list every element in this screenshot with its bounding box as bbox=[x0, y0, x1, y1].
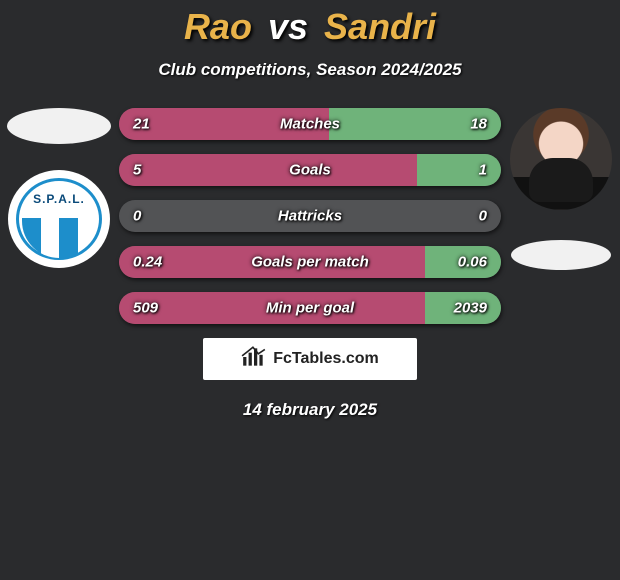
club-badge-text: S.P.A.L. bbox=[8, 192, 110, 206]
branding-box: FcTables.com bbox=[203, 338, 417, 380]
stat-label: Hattricks bbox=[119, 208, 501, 225]
stat-row: 5092039Min per goal bbox=[119, 292, 501, 324]
stat-label: Goals per match bbox=[119, 254, 501, 271]
stat-row: 51Goals bbox=[119, 154, 501, 186]
page-subtitle: Club competitions, Season 2024/2025 bbox=[0, 60, 620, 80]
footer-date: 14 february 2025 bbox=[0, 400, 620, 420]
title-player1: Rao bbox=[184, 6, 252, 47]
title-vs: vs bbox=[268, 6, 308, 47]
stat-row: 2118Matches bbox=[119, 108, 501, 140]
stat-label: Matches bbox=[119, 116, 501, 133]
right-column bbox=[506, 108, 616, 270]
title-player2: Sandri bbox=[324, 6, 436, 47]
stat-label: Goals bbox=[119, 162, 501, 179]
page-title: Rao vs Sandri bbox=[0, 0, 620, 48]
stat-label: Min per goal bbox=[119, 300, 501, 317]
player2-photo bbox=[510, 108, 612, 210]
club-badge-stripes bbox=[22, 218, 96, 258]
player1-photo-placeholder bbox=[7, 108, 111, 144]
left-column: S.P.A.L. bbox=[4, 108, 114, 268]
player2-club-placeholder bbox=[511, 240, 611, 270]
player1-club-badge: S.P.A.L. bbox=[8, 170, 110, 268]
branding-text: FcTables.com bbox=[273, 350, 379, 368]
stat-row: 0.240.06Goals per match bbox=[119, 246, 501, 278]
bar-chart-icon bbox=[241, 346, 267, 373]
stat-row: 00Hattricks bbox=[119, 200, 501, 232]
stats-list: 2118Matches 51Goals 00Hattricks 0.240.06Goa… bbox=[119, 108, 501, 324]
comparison-content: S.P.A.L. 2118Matches 51Goals 00Hattricks 0.… bbox=[0, 108, 620, 420]
